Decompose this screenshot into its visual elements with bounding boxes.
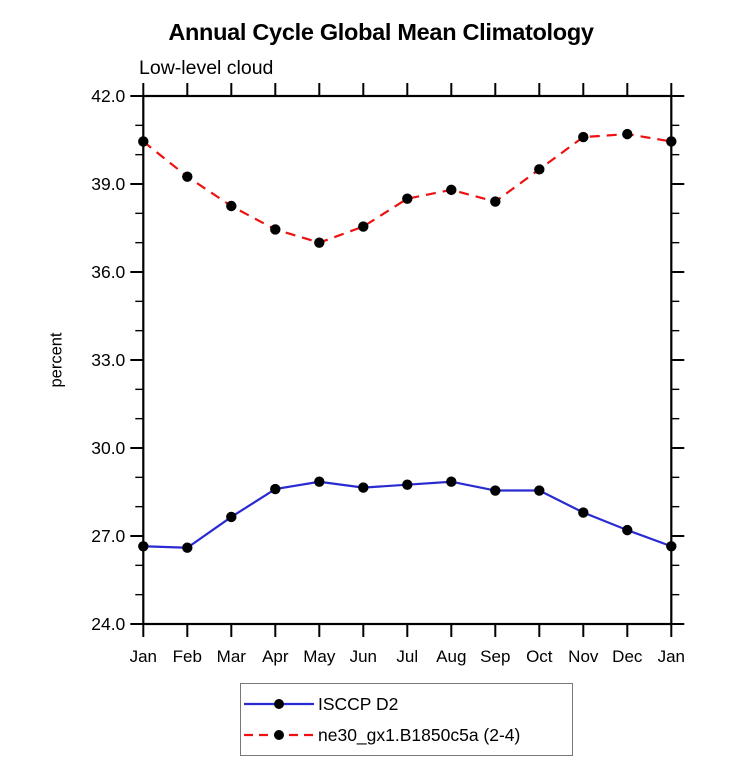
legend-marker-dot xyxy=(274,699,284,709)
y-tick-label: 42.0 xyxy=(91,86,125,106)
y-tick-label: 27.0 xyxy=(91,526,125,546)
legend-label: ISCCP D2 xyxy=(318,693,399,714)
data-point-marker xyxy=(138,541,149,552)
data-point-marker xyxy=(182,171,193,182)
data-point-marker xyxy=(578,507,589,518)
data-point-marker xyxy=(578,131,589,143)
y-tick-label: 39.0 xyxy=(91,174,125,194)
x-tick-label: Oct xyxy=(526,647,553,666)
data-point-marker xyxy=(314,476,325,487)
data-point-marker xyxy=(314,237,325,248)
series-line xyxy=(142,133,672,244)
x-axis-ticks xyxy=(142,83,673,637)
x-tick-label: Feb xyxy=(173,647,202,666)
y-axis-ticks xyxy=(130,95,685,625)
data-point-marker xyxy=(270,224,281,235)
x-tick-label: Aug xyxy=(436,647,466,666)
data-point-marker xyxy=(226,511,237,523)
x-tick-label: May xyxy=(303,647,336,666)
data-point-marker xyxy=(534,485,545,496)
data-point-marker xyxy=(446,476,457,487)
x-axis-labels: Jan Feb Mar Apr May Jun Jul Aug Sep Oct Nov Dec Jan xyxy=(130,647,685,666)
chart-subtitle: Low-level cloud xyxy=(139,57,274,79)
y-tick-label: 24.0 xyxy=(91,614,125,634)
data-point-marker xyxy=(534,164,545,175)
series-ISCCP-D2 xyxy=(138,476,677,553)
y-tick-label: 30.0 xyxy=(91,438,125,458)
legend-box: ISCCP D2 ne30_gx1.B1850c5a (2-4) xyxy=(240,683,573,756)
data-point-marker xyxy=(270,483,281,495)
data-point-marker xyxy=(622,524,633,536)
plot-frame xyxy=(142,94,673,626)
data-point-marker xyxy=(622,128,633,140)
data-point-marker xyxy=(138,136,149,147)
x-tick-label: Jul xyxy=(396,647,418,666)
data-point-marker xyxy=(182,542,193,553)
data-point-marker xyxy=(358,482,369,493)
y-axis-labels: 24.0 27.0 30.0 33.0 36.0 39.0 42.0 xyxy=(91,86,125,634)
data-point-marker xyxy=(402,479,413,490)
legend-item: ISCCP D2 xyxy=(243,692,572,716)
legend-line-sample-dashed xyxy=(244,730,314,740)
legend-line-sample-solid xyxy=(244,699,314,709)
series-ne30-gx1-B1850c5a-2-4- xyxy=(138,128,677,248)
data-point-marker xyxy=(358,221,369,232)
legend-label: ne30_gx1.B1850c5a (2-4) xyxy=(318,724,521,745)
series-line xyxy=(143,480,672,549)
x-tick-label: Mar xyxy=(217,647,247,666)
data-point-marker xyxy=(490,196,501,207)
x-tick-label: Dec xyxy=(612,647,643,666)
data-point-marker xyxy=(490,485,501,496)
x-tick-label: Apr xyxy=(262,647,289,666)
chart-title: Annual Cycle Global Mean Climatology xyxy=(168,19,594,45)
x-tick-label: Nov xyxy=(568,647,599,666)
data-point-marker xyxy=(446,184,457,196)
legend-item: ne30_gx1.B1850c5a (2-4) xyxy=(243,723,572,747)
y-tick-label: 33.0 xyxy=(91,350,125,370)
data-point-marker xyxy=(666,136,677,147)
data-point-marker xyxy=(226,200,237,212)
data-point-marker xyxy=(402,193,413,204)
data-point-marker xyxy=(666,541,677,552)
x-tick-label: Jan xyxy=(658,647,685,666)
x-tick-label: Jan xyxy=(130,647,157,666)
legend-marker-dot xyxy=(274,730,284,740)
x-tick-label: Jun xyxy=(350,647,377,666)
y-tick-label: 36.0 xyxy=(91,262,125,282)
x-tick-label: Sep xyxy=(480,647,510,666)
